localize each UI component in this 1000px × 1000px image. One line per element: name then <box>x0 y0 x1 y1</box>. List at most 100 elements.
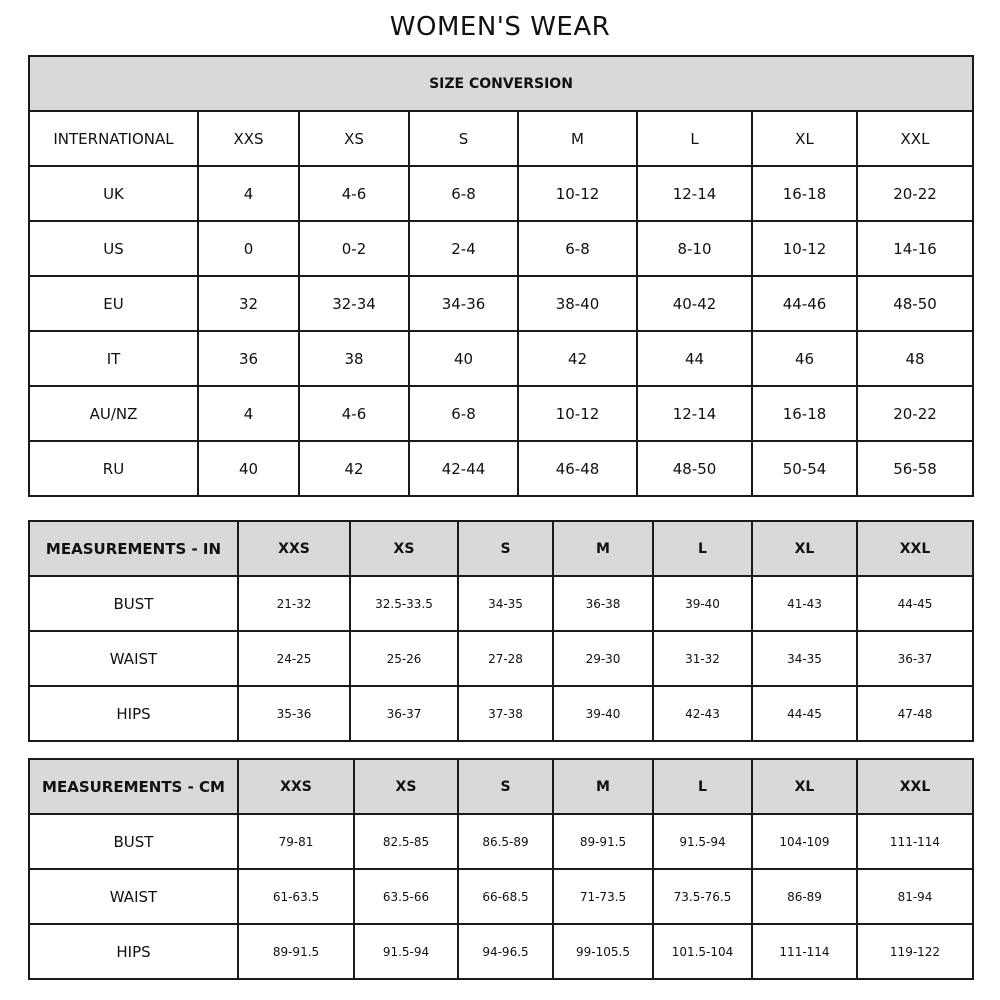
column-header: L <box>652 520 753 577</box>
row-label: BUST <box>28 575 239 632</box>
size-conversion-table: SIZE CONVERSION INTERNATIONAL XXS XS S M L XL X… <box>28 55 974 497</box>
table-row: AU/NZ 4 4-6 6-8 10-12 12-14 16-18 20-22 <box>28 385 974 442</box>
table-cell: 61-63.5 <box>237 868 355 925</box>
column-header: XXL <box>856 520 974 577</box>
row-label: WAIST <box>28 630 239 687</box>
table-row: RU 40 42 42-44 46-48 48-50 50-54 56-58 <box>28 440 974 497</box>
table-cell: 119-122 <box>856 923 974 980</box>
column-header: XS <box>349 520 459 577</box>
column-header: XL <box>751 110 858 167</box>
table-cell: 38-40 <box>517 275 638 332</box>
table-cell: 81-94 <box>856 868 974 925</box>
table-cell: 48 <box>856 330 974 387</box>
table-cell: 86.5-89 <box>457 813 554 870</box>
table-cell: 32 <box>197 275 300 332</box>
table-cell: 32-34 <box>298 275 410 332</box>
table-cell: 2-4 <box>408 220 519 277</box>
row-label: HIPS <box>28 685 239 742</box>
column-header: XXL <box>856 110 974 167</box>
table-cell: 12-14 <box>636 385 753 442</box>
header-row: INTERNATIONAL XXS XS S M L XL XXL <box>28 110 974 167</box>
table-row: WAIST 24-25 25-26 27-28 29-30 31-32 34-35 36-37 <box>28 630 974 687</box>
table-cell: 66-68.5 <box>457 868 554 925</box>
table-cell: 4 <box>197 385 300 442</box>
table-cell: 91.5-94 <box>353 923 459 980</box>
table-cell: 10-12 <box>517 165 638 222</box>
table-cell: 89-91.5 <box>552 813 654 870</box>
row-label: BUST <box>28 813 239 870</box>
column-header: XXS <box>237 758 355 815</box>
page-title: WOMEN'S WEAR <box>389 12 611 42</box>
row-label: RU <box>28 440 199 497</box>
table-cell: 42-44 <box>408 440 519 497</box>
table-cell: 44-45 <box>751 685 858 742</box>
table-cell: 4-6 <box>298 165 410 222</box>
table-cell: 29-30 <box>552 630 654 687</box>
column-header: S <box>457 520 554 577</box>
table-cell: 46-48 <box>517 440 638 497</box>
table-cell: 25-26 <box>349 630 459 687</box>
table-cell: 42 <box>517 330 638 387</box>
table-cell: 41-43 <box>751 575 858 632</box>
table-cell: 36-37 <box>349 685 459 742</box>
table-cell: 101.5-104 <box>652 923 753 980</box>
table-cell: 37-38 <box>457 685 554 742</box>
table-cell: 24-25 <box>237 630 351 687</box>
table-cell: 48-50 <box>636 440 753 497</box>
table-cell: 47-48 <box>856 685 974 742</box>
table-cell: 40 <box>408 330 519 387</box>
column-header: XXS <box>237 520 351 577</box>
table-cell: 10-12 <box>517 385 638 442</box>
table-cell: 35-36 <box>237 685 351 742</box>
table-cell: 31-32 <box>652 630 753 687</box>
column-header: XL <box>751 758 858 815</box>
table-cell: 6-8 <box>517 220 638 277</box>
table-cell: 104-109 <box>751 813 858 870</box>
table-cell: 79-81 <box>237 813 355 870</box>
table-cell: 91.5-94 <box>652 813 753 870</box>
table-cell: 39-40 <box>652 575 753 632</box>
table-cell: 8-10 <box>636 220 753 277</box>
table-cell: 10-12 <box>751 220 858 277</box>
table-cell: 71-73.5 <box>552 868 654 925</box>
column-header: M <box>552 520 654 577</box>
column-header: XS <box>298 110 410 167</box>
row-label: HIPS <box>28 923 239 980</box>
table-cell: 86-89 <box>751 868 858 925</box>
table-cell: 34-36 <box>408 275 519 332</box>
table-cell: 20-22 <box>856 165 974 222</box>
table-cell: 39-40 <box>552 685 654 742</box>
table-cell: 99-105.5 <box>552 923 654 980</box>
table-cell: 34-35 <box>751 630 858 687</box>
column-header: S <box>408 110 519 167</box>
table-cell: 36-37 <box>856 630 974 687</box>
table-row: US 0 0-2 2-4 6-8 8-10 10-12 14-16 <box>28 220 974 277</box>
table-cell: 46 <box>751 330 858 387</box>
table-cell: 82.5-85 <box>353 813 459 870</box>
table-cell: 44-45 <box>856 575 974 632</box>
table-cell: 27-28 <box>457 630 554 687</box>
table-cell: 20-22 <box>856 385 974 442</box>
row-label: WAIST <box>28 868 239 925</box>
table-cell: 4-6 <box>298 385 410 442</box>
table-cell: 42 <box>298 440 410 497</box>
table-cell: 63.5-66 <box>353 868 459 925</box>
column-header: L <box>636 110 753 167</box>
table-row: BUST 79-81 82.5-85 86.5-89 89-91.5 91.5-94 104… <box>28 813 974 870</box>
table-cell: 36-38 <box>552 575 654 632</box>
table-row: IT 36 38 40 42 44 46 48 <box>28 330 974 387</box>
table-cell: 44 <box>636 330 753 387</box>
table-cell: 56-58 <box>856 440 974 497</box>
table-cell: 0-2 <box>298 220 410 277</box>
header-row: MEASUREMENTS - IN XXS XS S M L XL XXL <box>28 520 974 577</box>
table-cell: 34-35 <box>457 575 554 632</box>
table-cell: 21-32 <box>237 575 351 632</box>
row-label: EU <box>28 275 199 332</box>
table-row: HIPS 89-91.5 91.5-94 94-96.5 99-105.5 101.5-1… <box>28 923 974 980</box>
row-label: IT <box>28 330 199 387</box>
table-cell: 73.5-76.5 <box>652 868 753 925</box>
column-header: XS <box>353 758 459 815</box>
table-cell: 40-42 <box>636 275 753 332</box>
column-header: M <box>552 758 654 815</box>
table-row: HIPS 35-36 36-37 37-38 39-40 42-43 44-45 47-48 <box>28 685 974 742</box>
